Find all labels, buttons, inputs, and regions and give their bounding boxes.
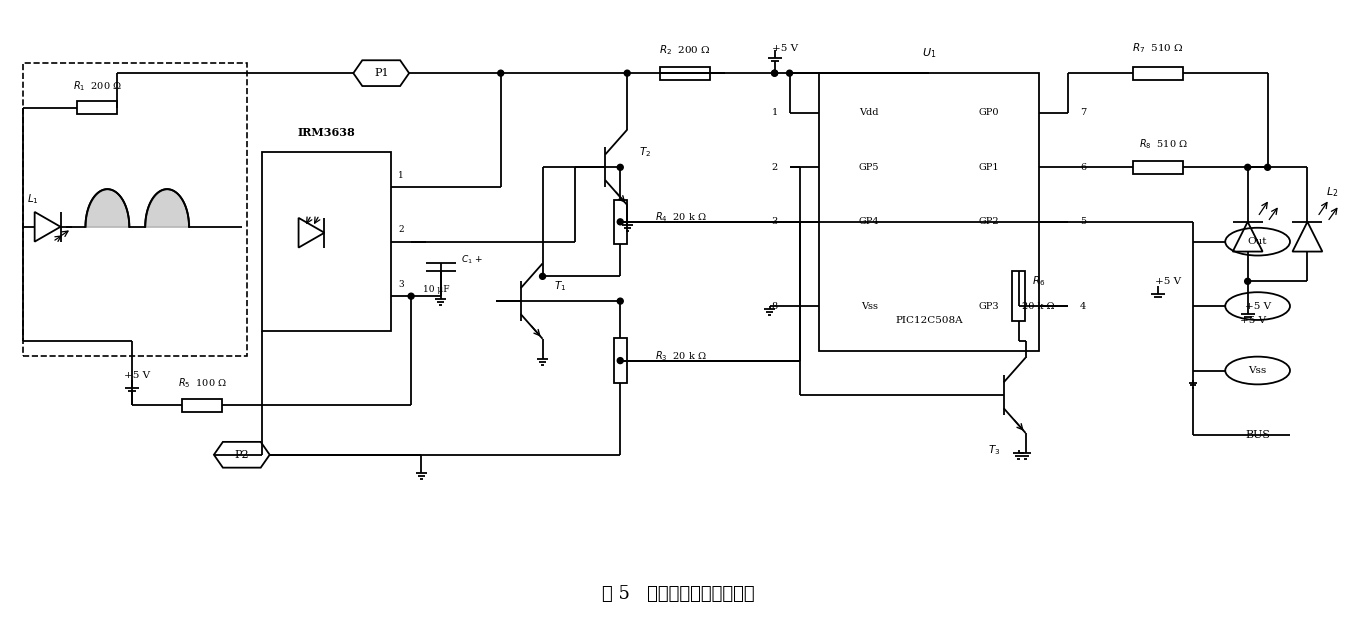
Text: GP2: GP2 [978,217,999,227]
Text: $R_8$  510 Ω: $R_8$ 510 Ω [1139,138,1187,151]
Circle shape [617,358,623,363]
Circle shape [617,164,623,170]
Text: $R_3$  20 k Ω: $R_3$ 20 k Ω [655,349,707,363]
Text: $R_6$: $R_6$ [1031,274,1045,288]
Text: 7: 7 [1080,109,1087,117]
Bar [23,63,247,356]
Text: GP3: GP3 [978,302,999,310]
Text: GP4: GP4 [859,217,879,227]
Circle shape [617,298,623,304]
Text: +5 V: +5 V [772,44,798,53]
Text: +5 V: +5 V [123,371,151,380]
Text: $R_7$  510 Ω: $R_7$ 510 Ω [1132,42,1183,56]
Text: GP0: GP0 [978,109,999,117]
Bar [1133,67,1183,80]
Text: 3: 3 [399,280,404,289]
Text: 8: 8 [772,302,778,310]
Text: $R_1$  200 Ω: $R_1$ 200 Ω [73,79,122,93]
Text: 4: 4 [1080,302,1087,310]
Text: $T_2$: $T_2$ [639,146,651,160]
Text: +5 V: +5 V [1155,277,1181,286]
Text: 1: 1 [772,109,778,117]
Bar [820,73,1038,351]
Text: Out: Out [1248,237,1267,246]
Circle shape [1244,164,1251,170]
Text: $T_3$: $T_3$ [988,443,1000,457]
Bar [613,338,627,383]
Text: $R_4$  20 k Ω: $R_4$ 20 k Ω [655,210,707,224]
Circle shape [498,70,503,76]
Circle shape [772,70,778,76]
Text: $C_1$ +: $C_1$ + [461,253,483,266]
Text: 10 μF: 10 μF [422,285,449,294]
Text: 6: 6 [1080,163,1087,172]
Circle shape [624,70,630,76]
Circle shape [617,219,623,225]
Text: 5: 5 [1080,217,1087,227]
Circle shape [408,293,414,299]
Text: Vss: Vss [1248,366,1266,375]
Bar [77,102,117,114]
Text: P2: P2 [235,450,250,460]
Text: $R_2$  200 Ω: $R_2$ 200 Ω [660,44,711,57]
Text: $T_1$: $T_1$ [554,280,567,293]
Text: $U_1$: $U_1$ [921,47,936,60]
Text: GP5: GP5 [859,163,879,172]
Text: 图 5   发射接收单元电路原理: 图 5 发射接收单元电路原理 [603,584,754,603]
Text: +5 V: +5 V [1239,317,1266,326]
Text: BUS: BUS [1246,430,1270,440]
Text: GP1: GP1 [978,163,999,172]
Text: PIC12C508A: PIC12C508A [896,317,962,326]
Text: P1: P1 [375,68,388,78]
Bar [660,67,710,80]
Text: $R_5$  100 Ω: $R_5$ 100 Ω [178,377,227,391]
Bar [262,153,391,331]
Circle shape [1265,164,1270,170]
Bar [1133,161,1183,174]
Text: IRM3638: IRM3638 [297,127,356,138]
Text: +5 V: +5 V [1244,302,1270,310]
Circle shape [540,273,546,280]
Circle shape [787,70,792,76]
Text: 20 k Ω: 20 k Ω [1022,302,1054,310]
Circle shape [1244,278,1251,285]
Text: $L_2$: $L_2$ [1326,185,1338,199]
Text: Vdd: Vdd [859,109,879,117]
Circle shape [772,70,778,76]
Text: 2: 2 [772,163,778,172]
Bar [1012,271,1025,321]
Text: Vss: Vss [860,302,878,310]
Text: $L_1$: $L_1$ [27,192,38,206]
Bar [613,199,627,244]
Text: 1: 1 [398,171,404,180]
Bar [182,399,223,411]
Text: 2: 2 [399,225,404,234]
Text: 3: 3 [772,217,778,227]
